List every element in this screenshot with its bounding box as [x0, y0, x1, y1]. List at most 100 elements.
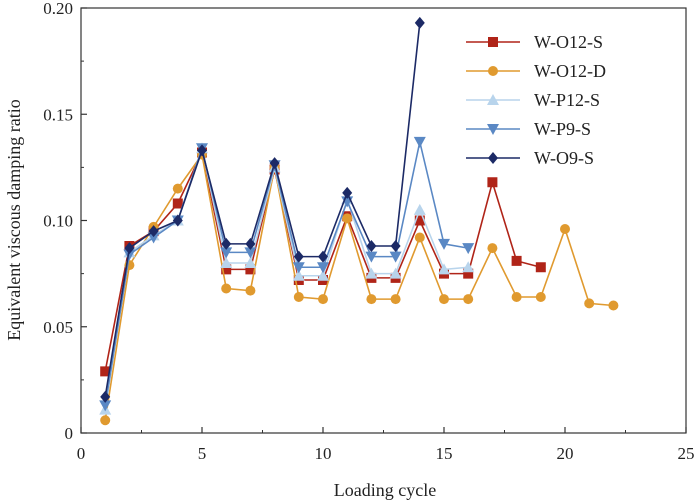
- data-point: [172, 183, 183, 194]
- y-tick-label: 0: [65, 424, 74, 443]
- data-point: [124, 242, 135, 255]
- data-point: [318, 250, 328, 263]
- legend-marker: [487, 94, 499, 105]
- legend-item: W-P12-S: [466, 90, 600, 110]
- data-point: [535, 292, 546, 302]
- x-tick-label: 15: [436, 444, 453, 463]
- data-point: [100, 390, 111, 403]
- data-point: [245, 285, 256, 296]
- data-point: [414, 232, 425, 243]
- legend-marker: [488, 152, 498, 164]
- y-tick-label: 0.15: [43, 105, 73, 124]
- data-point: [220, 257, 233, 268]
- series-w-p9-s: [99, 136, 475, 412]
- data-point: [487, 177, 498, 188]
- data-point: [365, 251, 378, 263]
- data-point: [366, 240, 377, 252]
- data-point: [221, 264, 232, 275]
- series-w-o12-d: [100, 149, 619, 426]
- data-point: [172, 198, 183, 209]
- data-point: [439, 294, 449, 305]
- x-tick-label: 5: [198, 444, 207, 463]
- data-point: [413, 136, 426, 148]
- data-point: [390, 240, 401, 252]
- y-tick-label: 0.05: [43, 318, 73, 337]
- data-point: [414, 16, 425, 29]
- data-point: [197, 144, 207, 157]
- data-point: [147, 232, 160, 244]
- legend-marker: [488, 66, 498, 76]
- data-point: [438, 238, 450, 250]
- data-point: [221, 237, 232, 250]
- legend-label: W-P12-S: [534, 90, 600, 110]
- x-tick-label: 10: [315, 444, 332, 463]
- data-point: [220, 247, 233, 259]
- legend-item: W-P9-S: [466, 119, 591, 139]
- series-line: [104, 22, 421, 398]
- data-point: [244, 257, 257, 268]
- data-point: [535, 262, 546, 273]
- legend-marker: [488, 37, 498, 47]
- series-w-p12-s: [99, 142, 475, 415]
- data-point: [318, 294, 328, 305]
- data-point: [560, 224, 570, 234]
- data-point: [438, 263, 450, 275]
- data-point: [317, 262, 329, 274]
- data-point: [317, 269, 329, 281]
- data-point: [269, 157, 280, 170]
- data-point: [342, 186, 353, 199]
- x-tick-label: 25: [678, 444, 695, 463]
- data-point: [511, 292, 522, 302]
- legend-item: W-O12-D: [466, 61, 606, 81]
- data-point: [584, 298, 595, 309]
- data-point: [462, 261, 475, 273]
- series-line: [104, 152, 614, 421]
- series-w-o9-s: [100, 16, 425, 403]
- data-point: [99, 400, 112, 412]
- data-point: [292, 269, 305, 281]
- data-point: [463, 294, 474, 305]
- data-point: [245, 264, 256, 275]
- legend-label: W-O9-S: [534, 148, 594, 168]
- legend-item: W-O12-S: [466, 32, 603, 52]
- data-point: [342, 213, 353, 224]
- data-point: [413, 203, 426, 215]
- x-tick-label: 20: [557, 444, 574, 463]
- data-point: [366, 294, 377, 305]
- legend-item: W-O9-S: [466, 148, 594, 168]
- data-point: [172, 214, 183, 227]
- series-line: [104, 145, 469, 410]
- data-point: [221, 283, 232, 294]
- data-point: [123, 249, 136, 261]
- data-point: [365, 267, 378, 279]
- data-point: [462, 243, 475, 255]
- legend-label: W-O12-D: [534, 61, 606, 81]
- data-point: [100, 415, 111, 426]
- legend-marker: [487, 124, 499, 135]
- data-point: [293, 250, 304, 263]
- data-point: [487, 243, 498, 254]
- data-point: [414, 215, 425, 226]
- data-point: [148, 225, 159, 238]
- data-point: [244, 247, 257, 259]
- data-point: [511, 255, 522, 266]
- y-tick-label: 0.10: [43, 212, 73, 231]
- data-point: [608, 300, 619, 311]
- data-point: [245, 237, 256, 250]
- x-tick-label: 0: [77, 444, 86, 463]
- x-axis-title: Loading cycle: [334, 480, 436, 500]
- data-point: [100, 366, 111, 377]
- y-axis-title: Equivalent viscous damping ratio: [4, 99, 24, 340]
- series-line: [104, 141, 469, 406]
- data-point: [293, 292, 304, 302]
- data-point: [389, 267, 402, 279]
- legend-label: W-O12-S: [534, 32, 603, 52]
- data-point: [463, 268, 474, 279]
- data-point: [292, 262, 305, 274]
- data-point: [390, 294, 401, 305]
- y-tick-label: 0.20: [43, 0, 73, 18]
- legend-label: W-P9-S: [534, 119, 591, 139]
- data-point: [389, 251, 402, 263]
